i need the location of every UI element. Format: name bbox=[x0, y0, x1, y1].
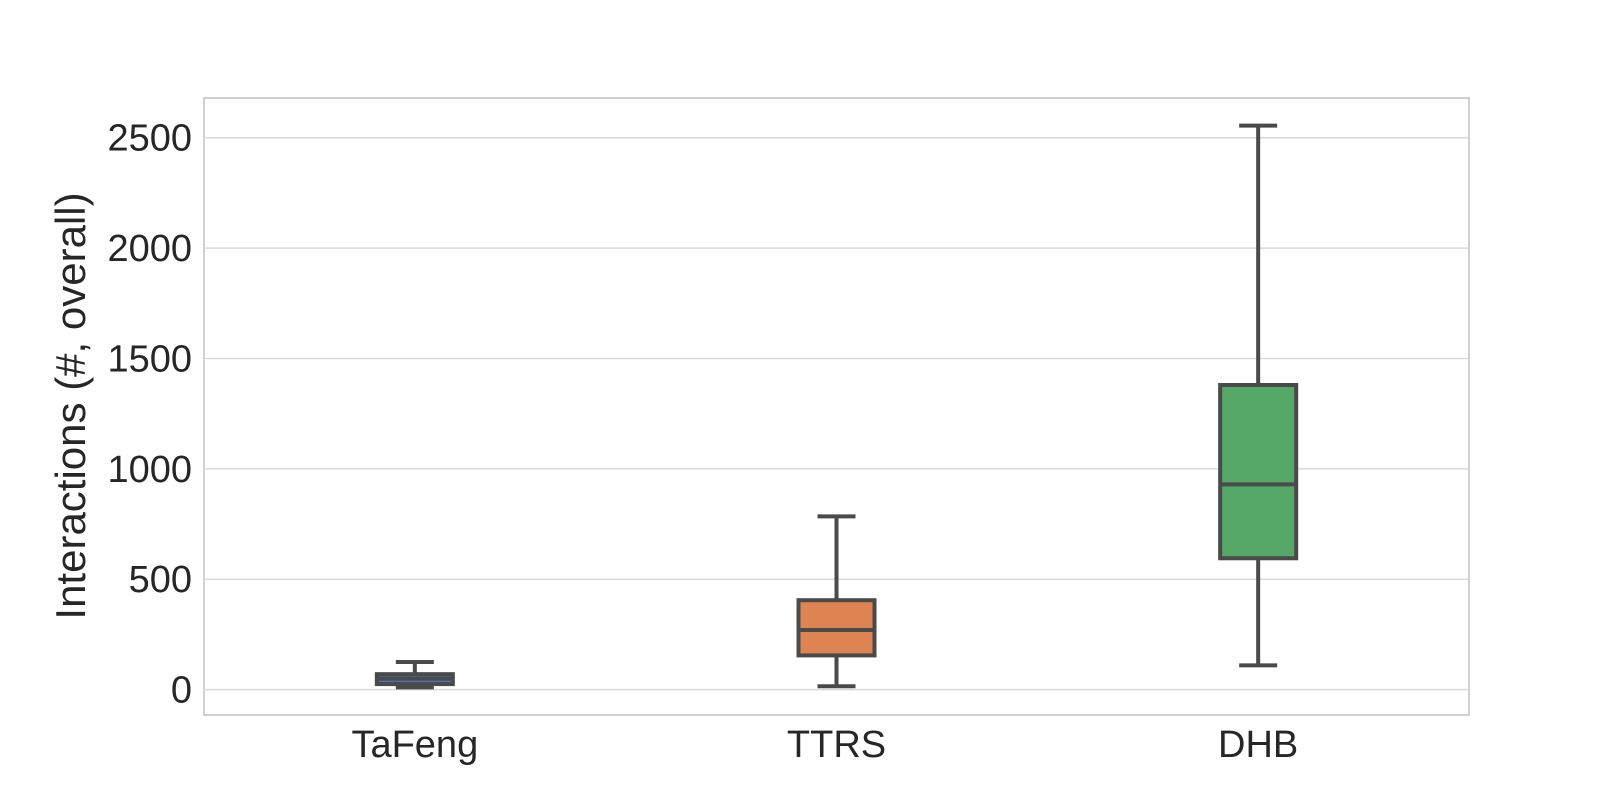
y-tick-label-1500: 1500 bbox=[107, 338, 192, 380]
y-tick-label-0: 0 bbox=[171, 670, 192, 712]
iqr-box bbox=[1218, 382, 1299, 561]
y-tick-label-500: 500 bbox=[129, 559, 192, 601]
boxes bbox=[374, 123, 1299, 690]
x-tick-labels: TaFeng TTRS DHB bbox=[351, 724, 1298, 766]
x-tick-label-dhb: DHB bbox=[1218, 724, 1298, 766]
x-tick-label-ttrs: TTRS bbox=[787, 724, 886, 766]
y-axis-title: Interactions (#, overall) bbox=[47, 192, 94, 619]
box-tafeng bbox=[374, 660, 455, 690]
y-tick-label-2000: 2000 bbox=[107, 228, 192, 270]
y-tick-label-2500: 2500 bbox=[107, 118, 192, 160]
box-dhb bbox=[1218, 123, 1299, 668]
iqr-box bbox=[796, 598, 877, 658]
y-tick-labels: 0 500 1000 1500 2000 2500 bbox=[107, 118, 192, 712]
x-tick-label-tafeng: TaFeng bbox=[351, 724, 478, 766]
y-tick-label-1000: 1000 bbox=[107, 449, 192, 491]
box-ttrs bbox=[796, 514, 877, 689]
plot-frame bbox=[203, 97, 1470, 716]
